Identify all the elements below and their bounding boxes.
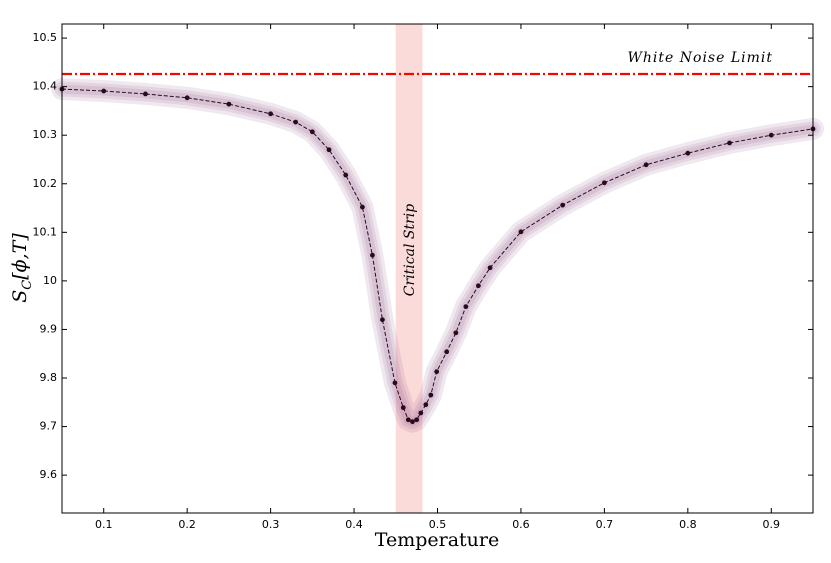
critical-strip xyxy=(395,24,423,513)
point xyxy=(400,405,406,411)
y-label-symbol: S xyxy=(9,290,31,303)
y-tick-label: 10.2 xyxy=(33,177,58,190)
x-tick-label: 0.4 xyxy=(345,518,363,531)
y-tick-label: 10.5 xyxy=(33,31,58,44)
x-tick-label: 0.6 xyxy=(512,518,530,531)
point xyxy=(434,369,440,375)
point xyxy=(143,91,148,97)
point xyxy=(444,349,450,355)
x-tick-label: 0.3 xyxy=(262,518,280,531)
point xyxy=(601,180,607,186)
y-tick-label: 10.3 xyxy=(33,128,58,141)
y-tick-label: 9.6 xyxy=(40,468,58,481)
point xyxy=(405,417,411,423)
point xyxy=(370,252,375,258)
y-label-subscript: C xyxy=(20,280,35,290)
point xyxy=(380,317,385,323)
point xyxy=(309,129,315,135)
y-tick-label: 9.8 xyxy=(40,371,58,384)
y-axis-label: SC[ϕ,T] xyxy=(9,233,35,303)
y-tick-label: 10.1 xyxy=(33,225,58,238)
point xyxy=(475,283,481,289)
point xyxy=(643,162,649,168)
y-tick-label: 9.9 xyxy=(40,322,58,335)
point xyxy=(293,119,299,125)
point xyxy=(414,417,420,423)
point xyxy=(727,140,732,146)
hline-label: White Noise Limit xyxy=(628,50,773,66)
point xyxy=(418,410,424,416)
point xyxy=(410,419,415,425)
line xyxy=(61,88,814,423)
point xyxy=(184,95,190,101)
strip-label: Critical Strip xyxy=(402,204,418,296)
x-tick-label: 0.2 xyxy=(178,518,196,531)
point xyxy=(343,172,349,178)
point xyxy=(453,330,459,336)
point xyxy=(487,265,493,271)
point xyxy=(463,304,469,310)
point xyxy=(423,402,429,408)
point xyxy=(226,101,232,107)
point xyxy=(101,88,107,94)
point xyxy=(560,202,566,208)
x-axis-label: Temperature xyxy=(375,529,499,551)
y-tick-label: 9.7 xyxy=(40,420,58,433)
x-tick-label: 0.9 xyxy=(763,518,781,531)
point xyxy=(268,111,274,117)
x-tick-label: 0.7 xyxy=(596,518,614,531)
point xyxy=(518,229,524,235)
point xyxy=(768,132,774,138)
point xyxy=(685,150,691,156)
y-label-args: [ϕ,T] xyxy=(9,233,31,280)
x-tick-label: 0.8 xyxy=(679,518,697,531)
x-tick-label: 0.1 xyxy=(95,518,113,531)
y-tick-label: 10 xyxy=(43,274,57,287)
point xyxy=(326,147,332,153)
point xyxy=(428,392,434,398)
point xyxy=(360,204,365,210)
x-tick-label: 0.5 xyxy=(429,518,447,531)
y-tick-label: 10.4 xyxy=(33,80,58,93)
point xyxy=(392,380,398,386)
